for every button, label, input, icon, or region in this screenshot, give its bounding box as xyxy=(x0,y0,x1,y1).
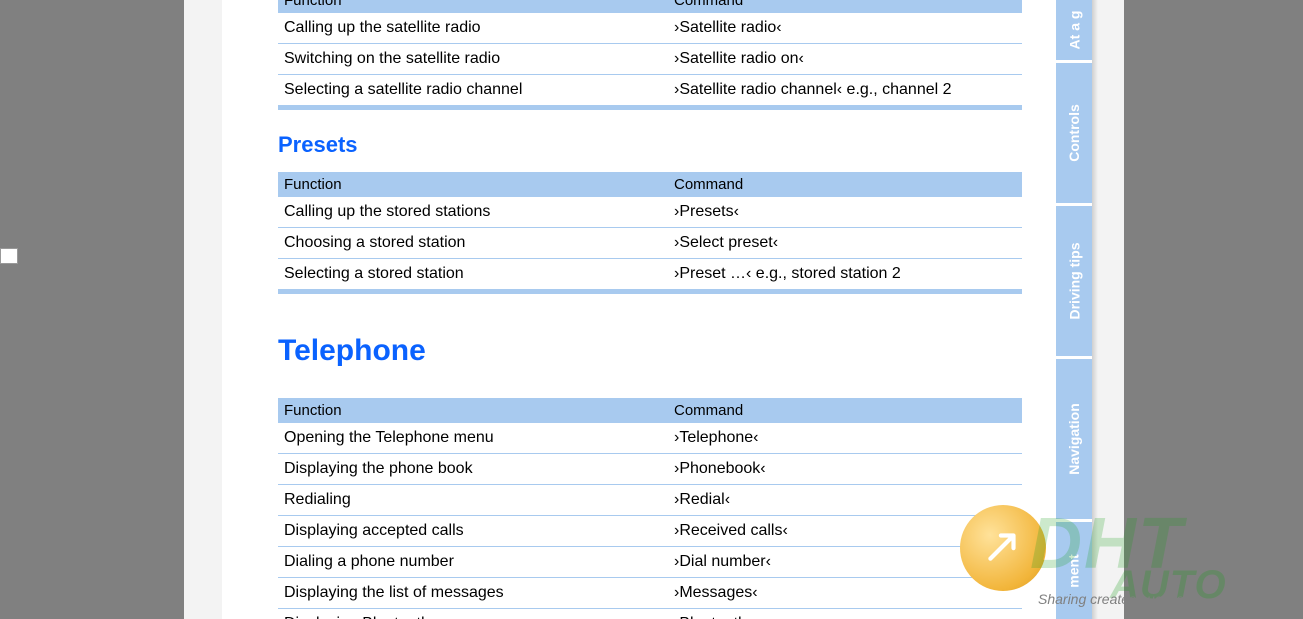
presets-heading: Presets xyxy=(278,132,1036,158)
cell-function: Displaying the list of messages xyxy=(278,578,668,609)
header-command: Command xyxy=(668,398,1022,423)
cell-function: Displaying Bluetooth xyxy=(278,609,668,619)
table-row: Displaying Bluetooth ›Bluetooth‹ xyxy=(278,609,1022,619)
table-header-row: Function Command xyxy=(278,172,1022,197)
cell-command: ›Bluetooth‹ xyxy=(668,609,1022,619)
tab-entertainment[interactable]: ment xyxy=(1056,522,1092,619)
header-function: Function xyxy=(278,398,668,423)
cell-command: ›Received calls‹ xyxy=(668,516,1022,547)
cell-function: Selecting a satellite radio channel xyxy=(278,75,668,106)
cell-command: ›Messages‹ xyxy=(668,578,1022,609)
table-row: Displaying accepted calls ›Received call… xyxy=(278,516,1022,547)
table-row: Calling up the stored stations ›Presets‹ xyxy=(278,197,1022,228)
cell-command: ›Satellite radio on‹ xyxy=(668,44,1022,75)
tab-label: Navigation xyxy=(1066,403,1082,475)
tab-driving-tips[interactable]: Driving tips xyxy=(1056,206,1092,359)
cell-command: ›Satellite radio‹ xyxy=(668,13,1022,44)
ruler-fragment xyxy=(0,248,18,264)
tab-controls[interactable]: Controls xyxy=(1056,63,1092,206)
cell-function: Displaying the phone book xyxy=(278,454,668,485)
header-command: Command xyxy=(668,172,1022,197)
telephone-heading: Telephone xyxy=(278,334,1036,368)
table-row: Calling up the satellite radio ›Satellit… xyxy=(278,13,1022,44)
cell-function: Choosing a stored station xyxy=(278,228,668,259)
cell-command: ›Select preset‹ xyxy=(668,228,1022,259)
tab-label: Driving tips xyxy=(1066,242,1082,319)
cell-command: ›Dial number‹ xyxy=(668,547,1022,578)
cell-function: Redialing xyxy=(278,485,668,516)
cell-function: Dialing a phone number xyxy=(278,547,668,578)
table-row: Switching on the satellite radio ›Satell… xyxy=(278,44,1022,75)
cell-function: Opening the Telephone menu xyxy=(278,423,668,454)
header-function: Function xyxy=(278,172,668,197)
table-row: Redialing ›Redial‹ xyxy=(278,485,1022,516)
viewer-outer: Function Command Calling up the satellit… xyxy=(184,0,1124,619)
table-bottom-bar xyxy=(278,290,1022,294)
cell-function: Switching on the satellite radio xyxy=(278,44,668,75)
table-row: Displaying the list of messages ›Message… xyxy=(278,578,1022,609)
cell-function: Calling up the satellite radio xyxy=(278,13,668,44)
cell-command: ›Satellite radio channel‹ e.g., channel … xyxy=(668,75,1022,106)
tab-navigation[interactable]: Navigation xyxy=(1056,359,1092,522)
presets-table: Function Command Calling up the stored s… xyxy=(278,172,1022,290)
cell-command: ›Preset …‹ e.g., stored station 2 xyxy=(668,259,1022,290)
cell-command: ›Phonebook‹ xyxy=(668,454,1022,485)
side-tabs: At a g Controls Driving tips Navigation … xyxy=(1056,0,1092,619)
cell-command: ›Presets‹ xyxy=(668,197,1022,228)
cell-command: ›Telephone‹ xyxy=(668,423,1022,454)
table-header-row: Function Command xyxy=(278,398,1022,423)
table-row: Displaying the phone book ›Phonebook‹ xyxy=(278,454,1022,485)
table-row: Choosing a stored station ›Select preset… xyxy=(278,228,1022,259)
satellite-table: Function Command Calling up the satellit… xyxy=(278,0,1022,106)
page-shadow xyxy=(1092,0,1098,619)
cell-function: Displaying accepted calls xyxy=(278,516,668,547)
watermark-auto: AUTO xyxy=(1110,563,1227,608)
table-bottom-bar xyxy=(278,106,1022,110)
page-content: Function Command Calling up the satellit… xyxy=(222,0,1092,619)
table-row: Selecting a stored station ›Preset …‹ e.… xyxy=(278,259,1022,290)
cell-command: ›Redial‹ xyxy=(668,485,1022,516)
table-row: Selecting a satellite radio channel ›Sat… xyxy=(278,75,1022,106)
cell-function: Calling up the stored stations xyxy=(278,197,668,228)
table-row: Opening the Telephone menu ›Telephone‹ xyxy=(278,423,1022,454)
header-command: Command xyxy=(668,0,1022,13)
table-header-row: Function Command xyxy=(278,0,1022,13)
table-row: Dialing a phone number ›Dial number‹ xyxy=(278,547,1022,578)
tab-label: Controls xyxy=(1066,104,1082,162)
tab-label: ment xyxy=(1066,554,1082,587)
telephone-table: Function Command Opening the Telephone m… xyxy=(278,398,1022,619)
cell-function: Selecting a stored station xyxy=(278,259,668,290)
header-function: Function xyxy=(278,0,668,13)
document-page: Function Command Calling up the satellit… xyxy=(222,0,1092,619)
tab-at-a-glance[interactable]: At a g xyxy=(1056,0,1092,63)
tab-label: At a g xyxy=(1066,11,1082,50)
